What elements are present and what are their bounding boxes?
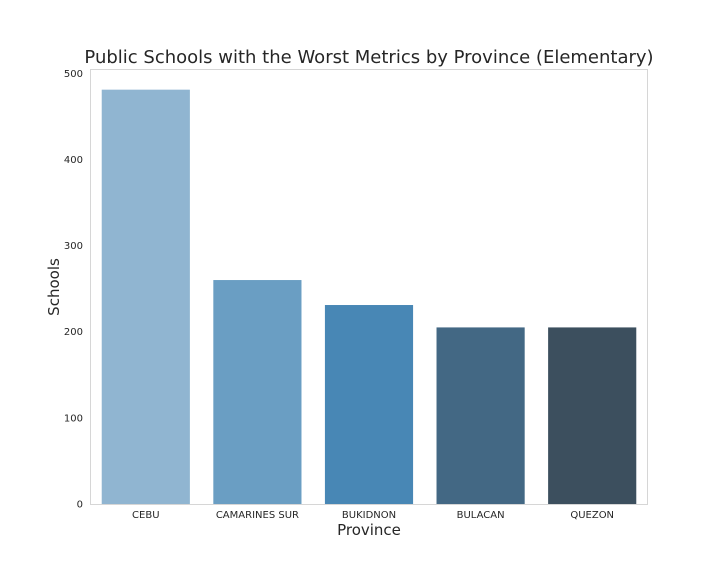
- bar-cebu: [101, 89, 190, 504]
- y-tick-label: 0: [77, 500, 83, 511]
- bars-group: [101, 89, 637, 504]
- plot-frame: [90, 69, 648, 505]
- y-tick-label: 300: [64, 241, 83, 252]
- bar-bulacan: [436, 327, 525, 504]
- bar-camarines-sur: [213, 280, 302, 504]
- bar-bukidnon: [324, 305, 414, 504]
- bar-quezon: [548, 327, 637, 504]
- x-axis-label: Province: [337, 521, 401, 539]
- x-tick-labels: CEBU CAMARINES SUR BUKIDNON BULACAN QUEZON: [132, 510, 614, 521]
- y-tick-labels: 0 100 200 300 400 500: [64, 69, 83, 511]
- y-tick-label: 100: [64, 413, 83, 424]
- x-tick-label: QUEZON: [570, 510, 614, 521]
- y-tick-label: 500: [64, 69, 83, 80]
- x-tick-label: CEBU: [132, 510, 159, 521]
- y-tick-label: 200: [64, 327, 83, 338]
- chart-title: Public Schools with the Worst Metrics by…: [84, 47, 653, 68]
- x-tick-label: BULACAN: [457, 510, 505, 521]
- y-tick-label: 400: [64, 155, 83, 166]
- x-tick-label: CAMARINES SUR: [216, 510, 299, 521]
- x-tick-label: BUKIDNON: [342, 510, 396, 521]
- y-axis-label: Schools: [45, 258, 63, 316]
